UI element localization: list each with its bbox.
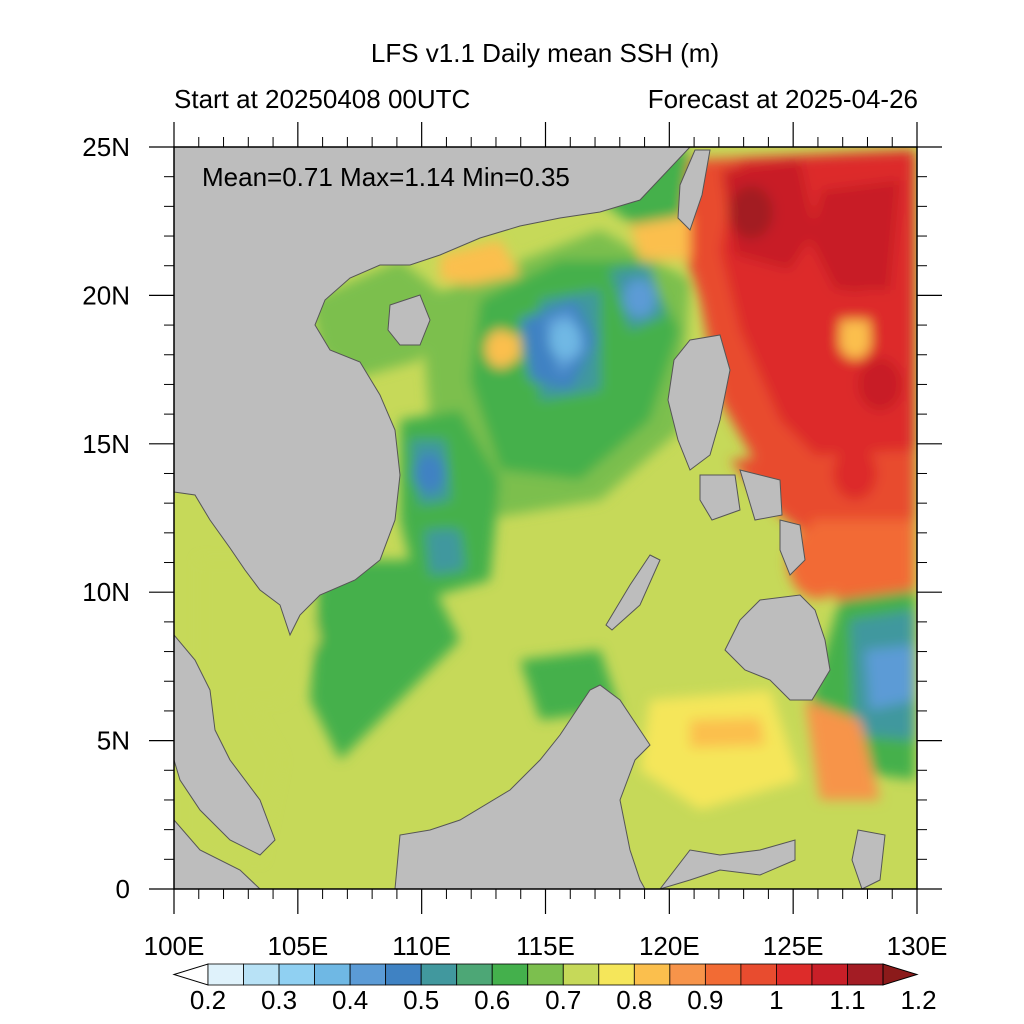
lat-tick-label: 5N [97, 726, 130, 756]
land-palawan [605, 554, 661, 631]
ssh-feature-high [795, 313, 840, 367]
lon-tick-label: 130E [887, 931, 948, 961]
stats-label: Mean=0.71 Max=1.14 Min=0.35 [202, 162, 570, 192]
colorbar-label: 0.5 [403, 985, 439, 1015]
ssh-feature-low [549, 320, 582, 360]
land-malay-peninsula [174, 634, 276, 856]
land-sulawesi [659, 839, 796, 889]
lon-tick-label: 105E [267, 931, 328, 961]
land-mindanao [724, 594, 831, 701]
ssh-contour-region [690, 718, 765, 748]
ssh-feature-low [623, 279, 656, 318]
land-taiwan [677, 149, 711, 231]
colorbar-label: 0.4 [332, 985, 368, 1015]
ssh-feature-low [413, 454, 446, 493]
ssh-feature-local-high [484, 329, 517, 369]
lon-tick-label: 115E [516, 931, 575, 961]
colorbar-label: 1.2 [900, 985, 936, 1015]
lat-tick-label: 15N [82, 429, 130, 459]
start-time-label: Start at 20250408 00UTC [174, 84, 471, 114]
land-samar [779, 519, 806, 576]
colorbar-box [776, 963, 813, 986]
land-hainan [387, 294, 431, 346]
colorbar-box [420, 963, 458, 986]
colorbar-label: 0.2 [190, 985, 226, 1015]
map-title: LFS v1.1 Daily mean SSH (m) [370, 38, 720, 68]
colorbar-box [314, 963, 351, 986]
lat-tick-label: 20N [82, 280, 130, 310]
colorbar-box [847, 963, 884, 986]
axis-ticks: 100E 105E 110E 115E 120E 125E 130E 0 5N 10N 15N 20N… [82, 122, 947, 961]
land-visayas-2 [739, 469, 783, 521]
colorbar-box [811, 963, 848, 986]
colorbar-label: 0.7 [545, 985, 581, 1015]
ssh-feature-low [430, 528, 463, 567]
colorbar-label: 0.9 [687, 985, 723, 1015]
lat-tick-label: 25N [82, 132, 130, 162]
lon-tick-label: 100E [144, 931, 205, 961]
lon-tick-label: 110E [392, 931, 451, 961]
colorbar-label: 1 [769, 985, 783, 1015]
colorbar-label: 0.3 [261, 985, 297, 1015]
ssh-contour-region [810, 180, 900, 290]
ssh-contour-region [440, 240, 520, 285]
land-borneo [394, 684, 651, 889]
colorbar-label: 1.1 [829, 985, 865, 1015]
colorbar-box [740, 963, 777, 986]
colorbar-box [491, 963, 529, 986]
colorbar-box [562, 963, 600, 986]
colorbar-box [704, 963, 742, 986]
ssh-contour-region [310, 260, 450, 380]
land-visayas-1 [699, 474, 741, 521]
colorbar-box [349, 963, 387, 986]
colorbar-low-triangle [172, 963, 209, 986]
ssh-feature-high [833, 239, 878, 293]
ssh-feature-high [729, 185, 774, 239]
colorbar-box [527, 963, 564, 986]
ssh-contour-region [805, 700, 880, 800]
colorbar-high-triangle [882, 963, 919, 986]
ssh-contour-region [310, 560, 460, 760]
colorbar-box [243, 963, 280, 986]
lon-tick-label: 120E [639, 931, 700, 961]
ssh-feature-low [868, 656, 901, 695]
colorbar-box [669, 963, 706, 986]
forecast-date-label: Forecast at 2025-04-26 [647, 84, 918, 114]
lat-tick-label: 10N [82, 577, 130, 607]
colorbar-label: 0.8 [616, 985, 652, 1015]
ssh-contour-region [630, 215, 690, 260]
land-sumatra [174, 819, 261, 889]
lat-tick-label: 0 [116, 874, 130, 904]
colorbar: 0.2 0.3 0.4 0.5 0.6 0.7 0.8 0.9 1 1.1 1.2 [172, 963, 937, 1015]
colorbar-label: 0.6 [474, 985, 510, 1015]
colorbar-box [633, 963, 671, 986]
colorbar-box [385, 963, 422, 986]
ssh-feature-high [857, 358, 902, 411]
colorbar-box [278, 963, 315, 986]
land-indochina [174, 147, 691, 637]
land-luzon [667, 334, 731, 471]
colorbar-box [598, 963, 635, 986]
land-mask [174, 147, 886, 889]
colorbar-box [207, 963, 244, 986]
colorbar-box [456, 963, 493, 986]
ssh-feature-local-high [839, 320, 872, 360]
ssh-feature-high [833, 447, 878, 500]
land-halmahera [851, 829, 886, 889]
lon-tick-label: 125E [763, 931, 824, 961]
